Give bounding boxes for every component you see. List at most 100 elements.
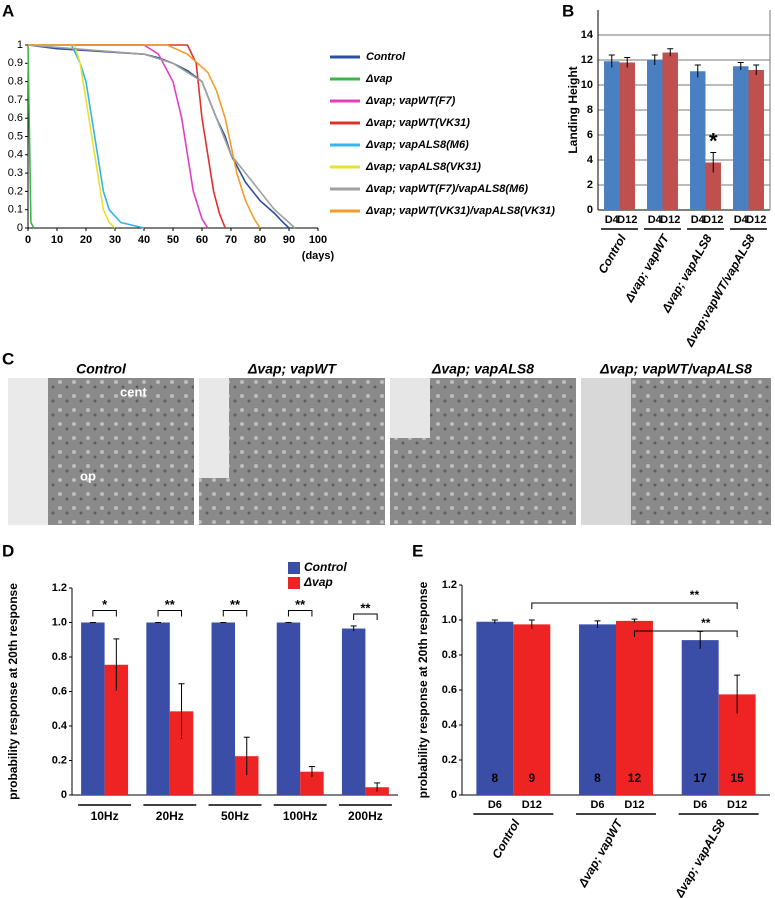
legend-swatch <box>288 577 300 589</box>
panel-label: C <box>2 349 14 368</box>
micrograph: Control cent op <box>8 361 194 525</box>
y-tick-label: 0.9 <box>8 57 23 69</box>
legend-label: Δvap; vapALS8(VK31) <box>365 161 481 173</box>
y-tick-label: 0 <box>61 789 67 801</box>
legend-label: Δvap; vapWT(F7)/vapALS8(M6) <box>365 183 528 195</box>
x-tick-label: 50 <box>167 234 179 246</box>
bar <box>579 624 616 795</box>
y-tick-label: 0.5 <box>8 130 23 142</box>
x-tick-label: 10Hz <box>91 809 119 823</box>
survival-line <box>27 44 35 229</box>
survival-line <box>28 44 261 229</box>
y-tick-label: 0.6 <box>8 112 23 124</box>
y-tick-label: 1.0 <box>52 616 67 628</box>
micrograph-background <box>199 378 229 478</box>
series-label: D12 <box>660 214 680 226</box>
micrograph-title: Δvap; vapWT <box>247 361 337 377</box>
x-tick-label: Control <box>489 817 523 862</box>
x-tick-label: 80 <box>254 234 266 246</box>
bar <box>235 756 259 795</box>
y-tick-label: 0.1 <box>8 204 23 216</box>
sample-size: 12 <box>628 771 642 785</box>
micrograph: Δvap; vapALS8 <box>390 361 576 525</box>
series-label: D12 <box>727 799 747 811</box>
x-tick-label: 90 <box>283 234 295 246</box>
x-tick-label: 40 <box>138 234 150 246</box>
micrograph-title: Δvap; vapALS8 <box>431 361 534 377</box>
legend-label: Control <box>366 51 406 63</box>
y-tick-label: 0.8 <box>52 651 67 663</box>
series-label: D4 <box>648 214 663 226</box>
bar <box>81 622 105 795</box>
significance-label: * <box>709 128 718 153</box>
series-label: D6 <box>693 799 707 811</box>
series-label: D12 <box>746 214 766 226</box>
bar <box>662 52 678 210</box>
x-tick-label: 10 <box>51 234 63 246</box>
bar <box>513 624 551 795</box>
y-tick-label: 1.2 <box>52 582 67 594</box>
sample-size: 9 <box>528 771 535 785</box>
x-tick-label: 50Hz <box>221 809 249 823</box>
significance-label: ** <box>690 588 700 602</box>
y-tick-label: 0.2 <box>52 754 67 766</box>
x-tick-label: 20Hz <box>156 809 184 823</box>
x-tick-label: Control <box>595 232 629 277</box>
survival-line <box>28 44 226 229</box>
y-tick-label: 0.7 <box>8 94 23 106</box>
bar <box>146 622 170 795</box>
panel-label: A <box>2 1 14 20</box>
y-tick-label: 1.0 <box>442 614 457 626</box>
y-tick-label: 0.6 <box>52 685 67 697</box>
sample-size: 17 <box>694 771 708 785</box>
bar <box>476 621 514 795</box>
series-label: D12 <box>617 214 637 226</box>
y-tick-label: 10 <box>581 79 593 91</box>
significance-bracket <box>157 610 183 617</box>
significance-label: ** <box>230 597 241 612</box>
region-label: cent <box>120 384 147 399</box>
y-tick-label: 4 <box>587 154 594 166</box>
y-tick-label: 0 <box>17 222 23 234</box>
survival-line <box>28 44 209 229</box>
significance-label: ** <box>360 600 371 615</box>
series-label: D4 <box>605 214 620 226</box>
significance-bracket <box>633 630 738 637</box>
x-tick-label: Δvap; vapWT <box>622 231 673 306</box>
series-label: D12 <box>522 799 542 811</box>
legend-label: Control <box>304 560 347 574</box>
sample-size: 8 <box>594 771 601 785</box>
series-label: D4 <box>734 214 749 226</box>
x-tick-label: 70 <box>225 234 237 246</box>
micrograph-background <box>581 378 631 525</box>
micrograph: Δvap; vapWT/vapALS8 <box>581 361 771 525</box>
x-tick-label: 0 <box>25 234 31 246</box>
y-tick-label: 8 <box>587 104 593 116</box>
y-tick-label: 0.8 <box>442 649 457 661</box>
micrograph-title: Δvap; vapWT/vapALS8 <box>599 361 752 377</box>
legend-label: Δvap <box>365 73 393 85</box>
bar <box>104 664 129 795</box>
y-tick-label: 0.3 <box>8 167 23 179</box>
y-tick-label: 1.2 <box>442 579 457 591</box>
series-label: D6 <box>488 799 502 811</box>
y-tick-label: 1 <box>17 39 23 51</box>
y-tick-label: 0.2 <box>8 185 23 197</box>
y-tick-label: 12 <box>581 54 593 66</box>
significance-bracket <box>222 610 248 617</box>
x-tick-label: 30 <box>109 234 121 246</box>
micrograph-background <box>390 378 430 438</box>
x-tick-label: 100Hz <box>283 809 318 823</box>
x-tick-label: 20 <box>80 234 92 246</box>
y-axis-label: probability response at 20th response <box>416 581 430 798</box>
significance-bracket <box>353 613 378 620</box>
y-tick-label: 0.8 <box>8 76 23 88</box>
x-tick-label: Δvap; vapWT <box>575 816 626 891</box>
y-axis-label: probability response at 20th response <box>6 583 20 800</box>
y-tick-label: 0.4 <box>52 720 68 732</box>
y-tick-label: 0.6 <box>442 684 457 696</box>
bar <box>748 70 764 210</box>
micrograph-background <box>8 378 48 525</box>
significance-bracket <box>287 610 313 617</box>
